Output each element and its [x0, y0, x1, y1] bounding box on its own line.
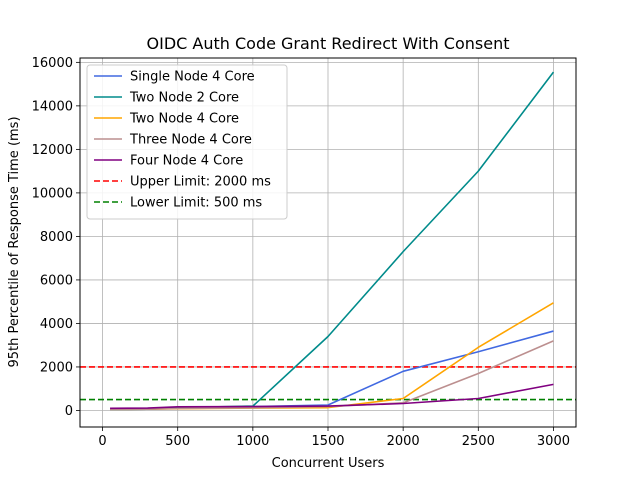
- y-tick-label: 6000: [40, 273, 73, 288]
- legend-label: Upper Limit: 2000 ms: [130, 175, 271, 190]
- x-tick-label: 500: [165, 434, 190, 449]
- legend-label: Two Node 4 Core: [129, 112, 239, 127]
- legend-label: Two Node 2 Core: [129, 91, 239, 106]
- legend: Single Node 4 Core Two Node 2 Core Two Nod…: [86, 64, 288, 220]
- y-axis-label: 95th Percentile of Response Time (ms): [7, 116, 22, 367]
- y-tick-label: 4000: [40, 317, 73, 332]
- x-tick-label: 0: [98, 434, 106, 449]
- y-axis-ticks: 0 2000 4000 6000 8000 10000 12000 14000 16000: [32, 56, 80, 419]
- x-tick-label: 3000: [537, 434, 570, 449]
- x-tick-label: 1500: [311, 434, 344, 449]
- legend-label: Lower Limit: 500 ms: [130, 196, 262, 211]
- legend-box: [86, 64, 288, 220]
- x-axis-ticks: 0 500 1000 1500 2000 2500 3000: [98, 427, 570, 449]
- grid-lines: [80, 58, 576, 427]
- x-axis-label: Concurrent Users: [272, 456, 385, 471]
- x-tick-label: 2000: [387, 434, 420, 449]
- series-line: [110, 302, 554, 411]
- y-tick-label: 8000: [40, 230, 73, 245]
- legend-label: Three Node 4 Core: [129, 133, 252, 148]
- x-tick-label: 1000: [236, 434, 269, 449]
- y-tick-label: 10000: [32, 186, 73, 201]
- y-tick-label: 16000: [32, 56, 73, 71]
- data-series: [110, 71, 555, 411]
- chart-title: OIDC Auth Code Grant Redirect With Conse…: [147, 34, 510, 53]
- series-line: [110, 340, 554, 411]
- y-tick-label: 0: [65, 404, 73, 419]
- legend-label: Single Node 4 Core: [130, 70, 255, 85]
- series-line: [110, 383, 554, 410]
- y-tick-label: 12000: [32, 143, 73, 158]
- legend-label: Four Node 4 Core: [130, 154, 243, 169]
- y-tick-label: 2000: [40, 360, 73, 375]
- reference-lines: [80, 366, 576, 401]
- y-tick-label: 14000: [32, 99, 73, 114]
- x-tick-label: 2500: [462, 434, 495, 449]
